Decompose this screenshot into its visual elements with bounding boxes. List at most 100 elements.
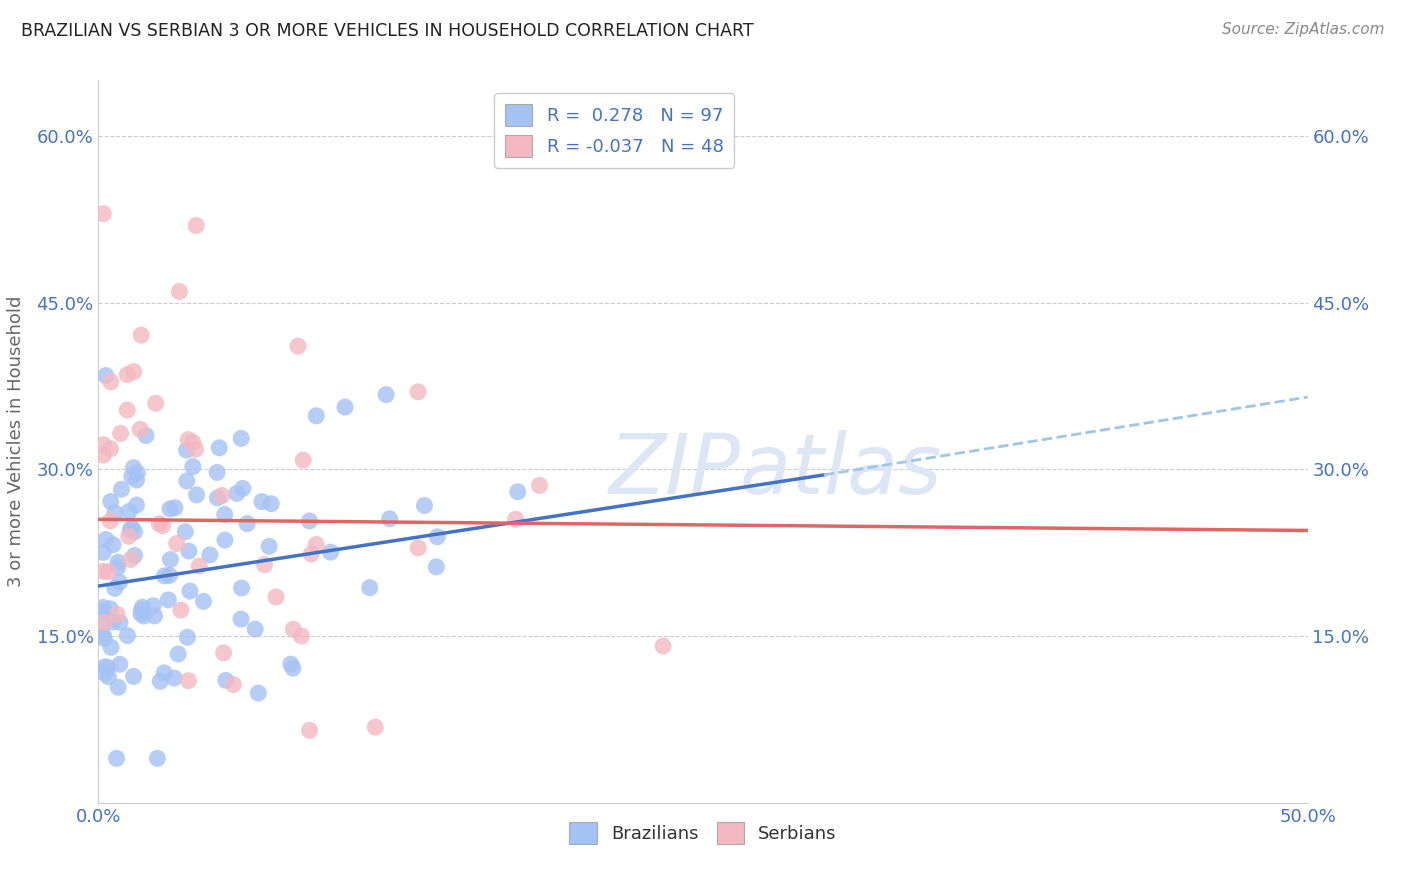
Point bbox=[125, 473, 148, 487]
Point bbox=[107, 555, 129, 569]
Point bbox=[100, 494, 122, 508]
Point bbox=[529, 478, 551, 492]
Point bbox=[115, 403, 138, 417]
Point bbox=[174, 524, 197, 539]
Point bbox=[225, 486, 247, 500]
Point bbox=[122, 365, 145, 379]
Point bbox=[188, 559, 211, 574]
Point bbox=[125, 498, 148, 512]
Text: ZIPatlas: ZIPatlas bbox=[609, 430, 942, 511]
Point bbox=[129, 328, 152, 343]
Point bbox=[91, 628, 114, 642]
Point bbox=[142, 599, 165, 613]
Point bbox=[91, 564, 114, 578]
Point bbox=[359, 581, 381, 595]
Point bbox=[364, 720, 387, 734]
Point bbox=[198, 548, 221, 562]
Point bbox=[231, 581, 253, 595]
Point bbox=[93, 438, 115, 452]
Point bbox=[129, 607, 152, 621]
Point bbox=[159, 552, 181, 566]
Point bbox=[94, 533, 117, 547]
Point bbox=[93, 632, 115, 646]
Point bbox=[117, 368, 139, 382]
Point bbox=[229, 612, 252, 626]
Point bbox=[101, 615, 124, 629]
Point bbox=[298, 723, 321, 738]
Point bbox=[100, 442, 122, 456]
Text: Source: ZipAtlas.com: Source: ZipAtlas.com bbox=[1222, 22, 1385, 37]
Legend: Brazilians, Serbians: Brazilians, Serbians bbox=[562, 815, 844, 852]
Point bbox=[97, 565, 120, 579]
Point bbox=[205, 466, 228, 480]
Point bbox=[260, 497, 283, 511]
Point bbox=[506, 484, 529, 499]
Point bbox=[107, 560, 129, 574]
Point bbox=[222, 677, 245, 691]
Point bbox=[305, 537, 328, 551]
Point bbox=[105, 607, 128, 622]
Point bbox=[166, 536, 188, 550]
Point bbox=[108, 657, 131, 672]
Point bbox=[179, 584, 201, 599]
Point bbox=[186, 219, 208, 233]
Point bbox=[283, 622, 305, 636]
Point bbox=[177, 544, 200, 558]
Point bbox=[101, 538, 124, 552]
Point bbox=[124, 524, 146, 539]
Point bbox=[91, 600, 114, 615]
Point bbox=[378, 512, 401, 526]
Point bbox=[505, 512, 527, 526]
Point bbox=[247, 686, 270, 700]
Point bbox=[236, 516, 259, 531]
Point bbox=[132, 609, 155, 624]
Point bbox=[121, 521, 143, 535]
Point bbox=[181, 459, 204, 474]
Point bbox=[287, 339, 309, 353]
Point bbox=[152, 518, 174, 533]
Point bbox=[214, 533, 236, 547]
Point bbox=[177, 433, 200, 447]
Point bbox=[135, 428, 157, 442]
Point bbox=[118, 504, 141, 518]
Point bbox=[108, 615, 131, 630]
Point bbox=[105, 751, 128, 765]
Point bbox=[145, 396, 167, 410]
Point bbox=[93, 615, 115, 630]
Point bbox=[176, 630, 198, 644]
Y-axis label: 3 or more Vehicles in Household: 3 or more Vehicles in Household bbox=[7, 296, 25, 587]
Point bbox=[131, 603, 153, 617]
Point bbox=[91, 616, 114, 631]
Point bbox=[157, 592, 180, 607]
Point bbox=[159, 502, 181, 516]
Point bbox=[229, 431, 252, 445]
Point bbox=[98, 514, 121, 528]
Point bbox=[243, 622, 266, 636]
Point bbox=[91, 448, 114, 462]
Point bbox=[170, 603, 193, 617]
Point bbox=[94, 666, 117, 681]
Point bbox=[129, 422, 152, 436]
Point bbox=[120, 552, 142, 566]
Point bbox=[143, 608, 166, 623]
Point bbox=[94, 660, 117, 674]
Point bbox=[100, 375, 122, 389]
Point bbox=[426, 530, 449, 544]
Point bbox=[104, 582, 127, 596]
Point bbox=[177, 673, 200, 688]
Point bbox=[184, 442, 207, 457]
Point bbox=[131, 600, 153, 615]
Point bbox=[264, 590, 287, 604]
Point bbox=[122, 669, 145, 683]
Point bbox=[652, 639, 675, 653]
Point bbox=[280, 657, 302, 672]
Point bbox=[281, 661, 304, 675]
Point bbox=[107, 680, 129, 694]
Point bbox=[181, 435, 204, 450]
Point bbox=[122, 460, 145, 475]
Point bbox=[212, 646, 235, 660]
Point bbox=[108, 575, 131, 590]
Point bbox=[176, 443, 198, 458]
Point bbox=[96, 660, 118, 674]
Point bbox=[406, 541, 429, 555]
